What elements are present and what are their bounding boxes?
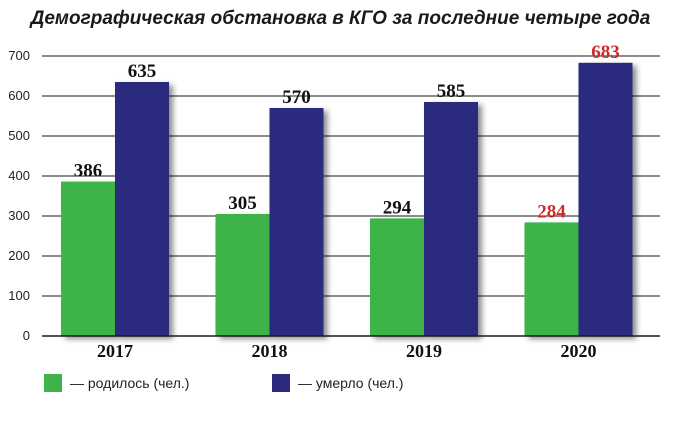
data-labels: 386 635 305 570 294 585 284 683 [74, 42, 620, 223]
y-axis-ticks: 0 100 200 300 400 500 600 700 [8, 48, 30, 343]
legend-label-born: — родилось (чел.) [70, 375, 190, 391]
data-label: 635 [128, 61, 157, 82]
bar [115, 82, 169, 336]
x-tick-label: 2020 [561, 341, 597, 361]
y-tick-label: 100 [8, 288, 30, 303]
data-label: 683 [591, 42, 620, 63]
x-tick-label: 2018 [252, 341, 288, 361]
y-tick-label: 0 [23, 328, 30, 343]
legend-item-died: — умерло (чел.) [272, 374, 403, 392]
y-tick-label: 500 [8, 128, 30, 143]
x-tick-label: 2019 [406, 341, 442, 361]
bar [215, 214, 270, 336]
data-label: 585 [437, 81, 466, 102]
data-label: 294 [383, 197, 412, 218]
data-label: 305 [228, 193, 257, 214]
bar [578, 62, 633, 337]
data-label: 386 [74, 161, 103, 182]
x-tick-label: 2017 [97, 341, 133, 361]
y-tick-label: 300 [8, 208, 30, 223]
bar [524, 222, 579, 336]
bar [370, 218, 424, 336]
y-tick-label: 400 [8, 168, 30, 183]
y-tick-label: 600 [8, 88, 30, 103]
bars [61, 62, 633, 337]
x-axis-ticks: 2017 2018 2019 2020 [97, 341, 597, 361]
bar [424, 102, 478, 336]
y-tick-label: 700 [8, 48, 30, 63]
legend: — родилось (чел.) — умерло (чел.) [0, 374, 681, 396]
legend-item-born: — родилось (чел.) [44, 374, 189, 392]
y-tick-label: 200 [8, 248, 30, 263]
data-label: 570 [282, 87, 311, 108]
data-label: 284 [537, 201, 566, 222]
bar [61, 181, 115, 336]
bar [269, 108, 324, 336]
chart-title: Демографическая обстановка в КГО за посл… [30, 8, 651, 29]
legend-label-died: — умерло (чел.) [298, 375, 404, 391]
legend-swatch-born [44, 374, 62, 392]
legend-swatch-died [272, 374, 290, 392]
